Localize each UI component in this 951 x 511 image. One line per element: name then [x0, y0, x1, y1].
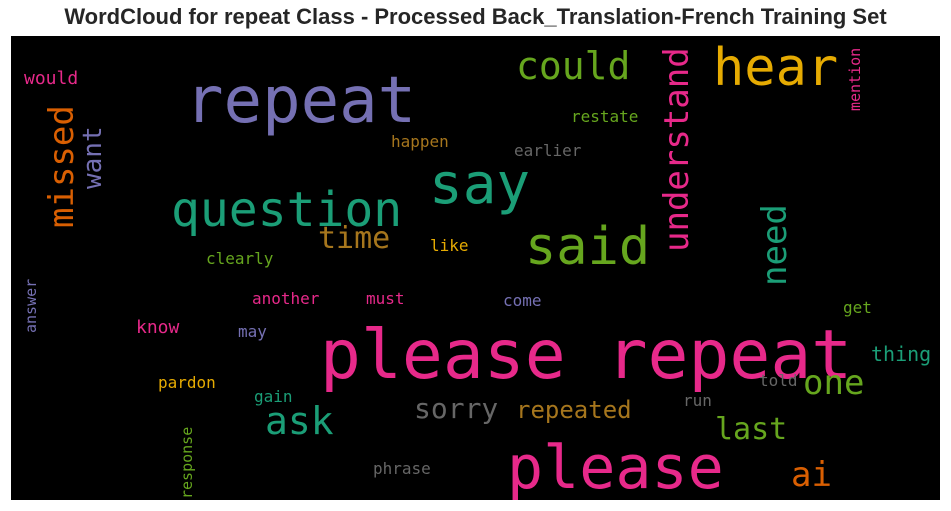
- word-gain: gain: [254, 387, 293, 406]
- word-like: like: [430, 236, 469, 255]
- word-told: told: [759, 371, 798, 390]
- word-happen: happen: [391, 132, 449, 151]
- word-repeat: repeat: [185, 64, 416, 138]
- word-please-repeat: please repeat: [320, 316, 852, 395]
- word-need: need: [755, 204, 795, 286]
- word-ask: ask: [265, 399, 334, 443]
- word-please: please: [507, 433, 724, 500]
- word-answer: answer: [22, 279, 40, 333]
- word-last: last: [715, 412, 787, 447]
- word-time: time: [318, 221, 390, 256]
- word-ai: ai: [791, 455, 832, 495]
- wordcloud-canvas: please repeat repeat please hear say said ques…: [11, 36, 940, 500]
- word-response: response: [178, 427, 196, 499]
- word-could: could: [516, 44, 630, 88]
- word-come: come: [503, 291, 542, 310]
- word-missed: missed: [42, 105, 82, 228]
- word-one: one: [803, 363, 864, 403]
- word-said: said: [525, 217, 650, 277]
- word-want: want: [78, 126, 108, 189]
- word-question: question: [171, 182, 402, 238]
- word-restate: restate: [571, 107, 638, 126]
- word-understand: understand: [657, 47, 697, 252]
- word-clearly: clearly: [206, 249, 274, 268]
- word-another: another: [252, 289, 320, 308]
- word-get: get: [843, 298, 872, 317]
- word-sorry: sorry: [414, 392, 498, 425]
- word-may: may: [238, 322, 267, 341]
- word-know: know: [136, 317, 180, 338]
- word-mention: mention: [846, 48, 864, 111]
- chart-title: WordCloud for repeat Class - Processed B…: [64, 4, 887, 29]
- word-thing: thing: [871, 342, 931, 366]
- word-repeated: repeated: [516, 396, 632, 424]
- word-say: say: [429, 152, 530, 217]
- word-must: must: [366, 289, 405, 308]
- word-hear: hear: [713, 38, 838, 98]
- word-run: run: [683, 391, 712, 410]
- word-pardon: pardon: [158, 373, 216, 392]
- word-phrase: phrase: [373, 459, 431, 478]
- word-earlier: earlier: [514, 141, 582, 160]
- word-would: would: [24, 68, 78, 89]
